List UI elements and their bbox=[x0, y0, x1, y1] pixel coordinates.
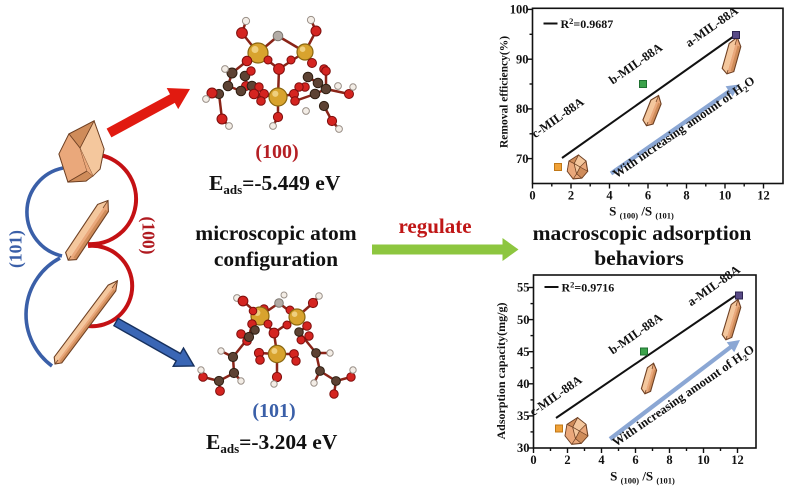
svg-text:0: 0 bbox=[529, 189, 535, 203]
svg-text:80: 80 bbox=[516, 102, 529, 116]
svg-text:behaviors: behaviors bbox=[594, 246, 684, 270]
svg-text:Eads=-3.204 eV: Eads=-3.204 eV bbox=[206, 430, 338, 456]
svg-text:macroscopic adsorption: macroscopic adsorption bbox=[533, 221, 752, 245]
svg-text:10: 10 bbox=[719, 189, 732, 203]
svg-text:12: 12 bbox=[757, 189, 770, 203]
svg-text:microscopic atom: microscopic atom bbox=[195, 221, 356, 245]
svg-text:(100): (100) bbox=[139, 217, 159, 255]
svg-text:45: 45 bbox=[517, 345, 530, 359]
svg-text:35: 35 bbox=[517, 409, 530, 423]
svg-text:R2=0.9687: R2=0.9687 bbox=[561, 16, 614, 31]
svg-text:configuration: configuration bbox=[214, 247, 338, 271]
svg-text:55: 55 bbox=[517, 281, 530, 295]
svg-text:12: 12 bbox=[731, 453, 744, 467]
svg-text:8: 8 bbox=[666, 453, 672, 467]
svg-text:(100): (100) bbox=[255, 141, 298, 163]
svg-text:4: 4 bbox=[598, 453, 605, 467]
svg-text:30: 30 bbox=[517, 441, 530, 455]
svg-text:2: 2 bbox=[564, 453, 570, 467]
svg-text:0: 0 bbox=[530, 453, 536, 467]
svg-text:6: 6 bbox=[645, 189, 651, 203]
svg-text:8: 8 bbox=[683, 189, 689, 203]
svg-text:40: 40 bbox=[517, 377, 530, 391]
svg-text:10: 10 bbox=[697, 453, 710, 467]
svg-text:50: 50 bbox=[517, 313, 530, 327]
svg-text:Adsorption capacity(mg/g): Adsorption capacity(mg/g) bbox=[494, 303, 508, 440]
svg-text:90: 90 bbox=[516, 52, 529, 66]
svg-text:(101): (101) bbox=[6, 230, 26, 268]
svg-text:100: 100 bbox=[510, 3, 529, 17]
svg-text:regulate: regulate bbox=[398, 214, 471, 238]
svg-text:Removal efficiency(%): Removal efficiency(%) bbox=[499, 36, 511, 148]
svg-text:70: 70 bbox=[516, 152, 529, 166]
svg-text:R2=0.9716: R2=0.9716 bbox=[562, 280, 615, 295]
svg-text:6: 6 bbox=[632, 453, 638, 467]
svg-text:(101): (101) bbox=[252, 400, 295, 422]
svg-text:2: 2 bbox=[568, 189, 574, 203]
svg-text:4: 4 bbox=[606, 189, 613, 203]
